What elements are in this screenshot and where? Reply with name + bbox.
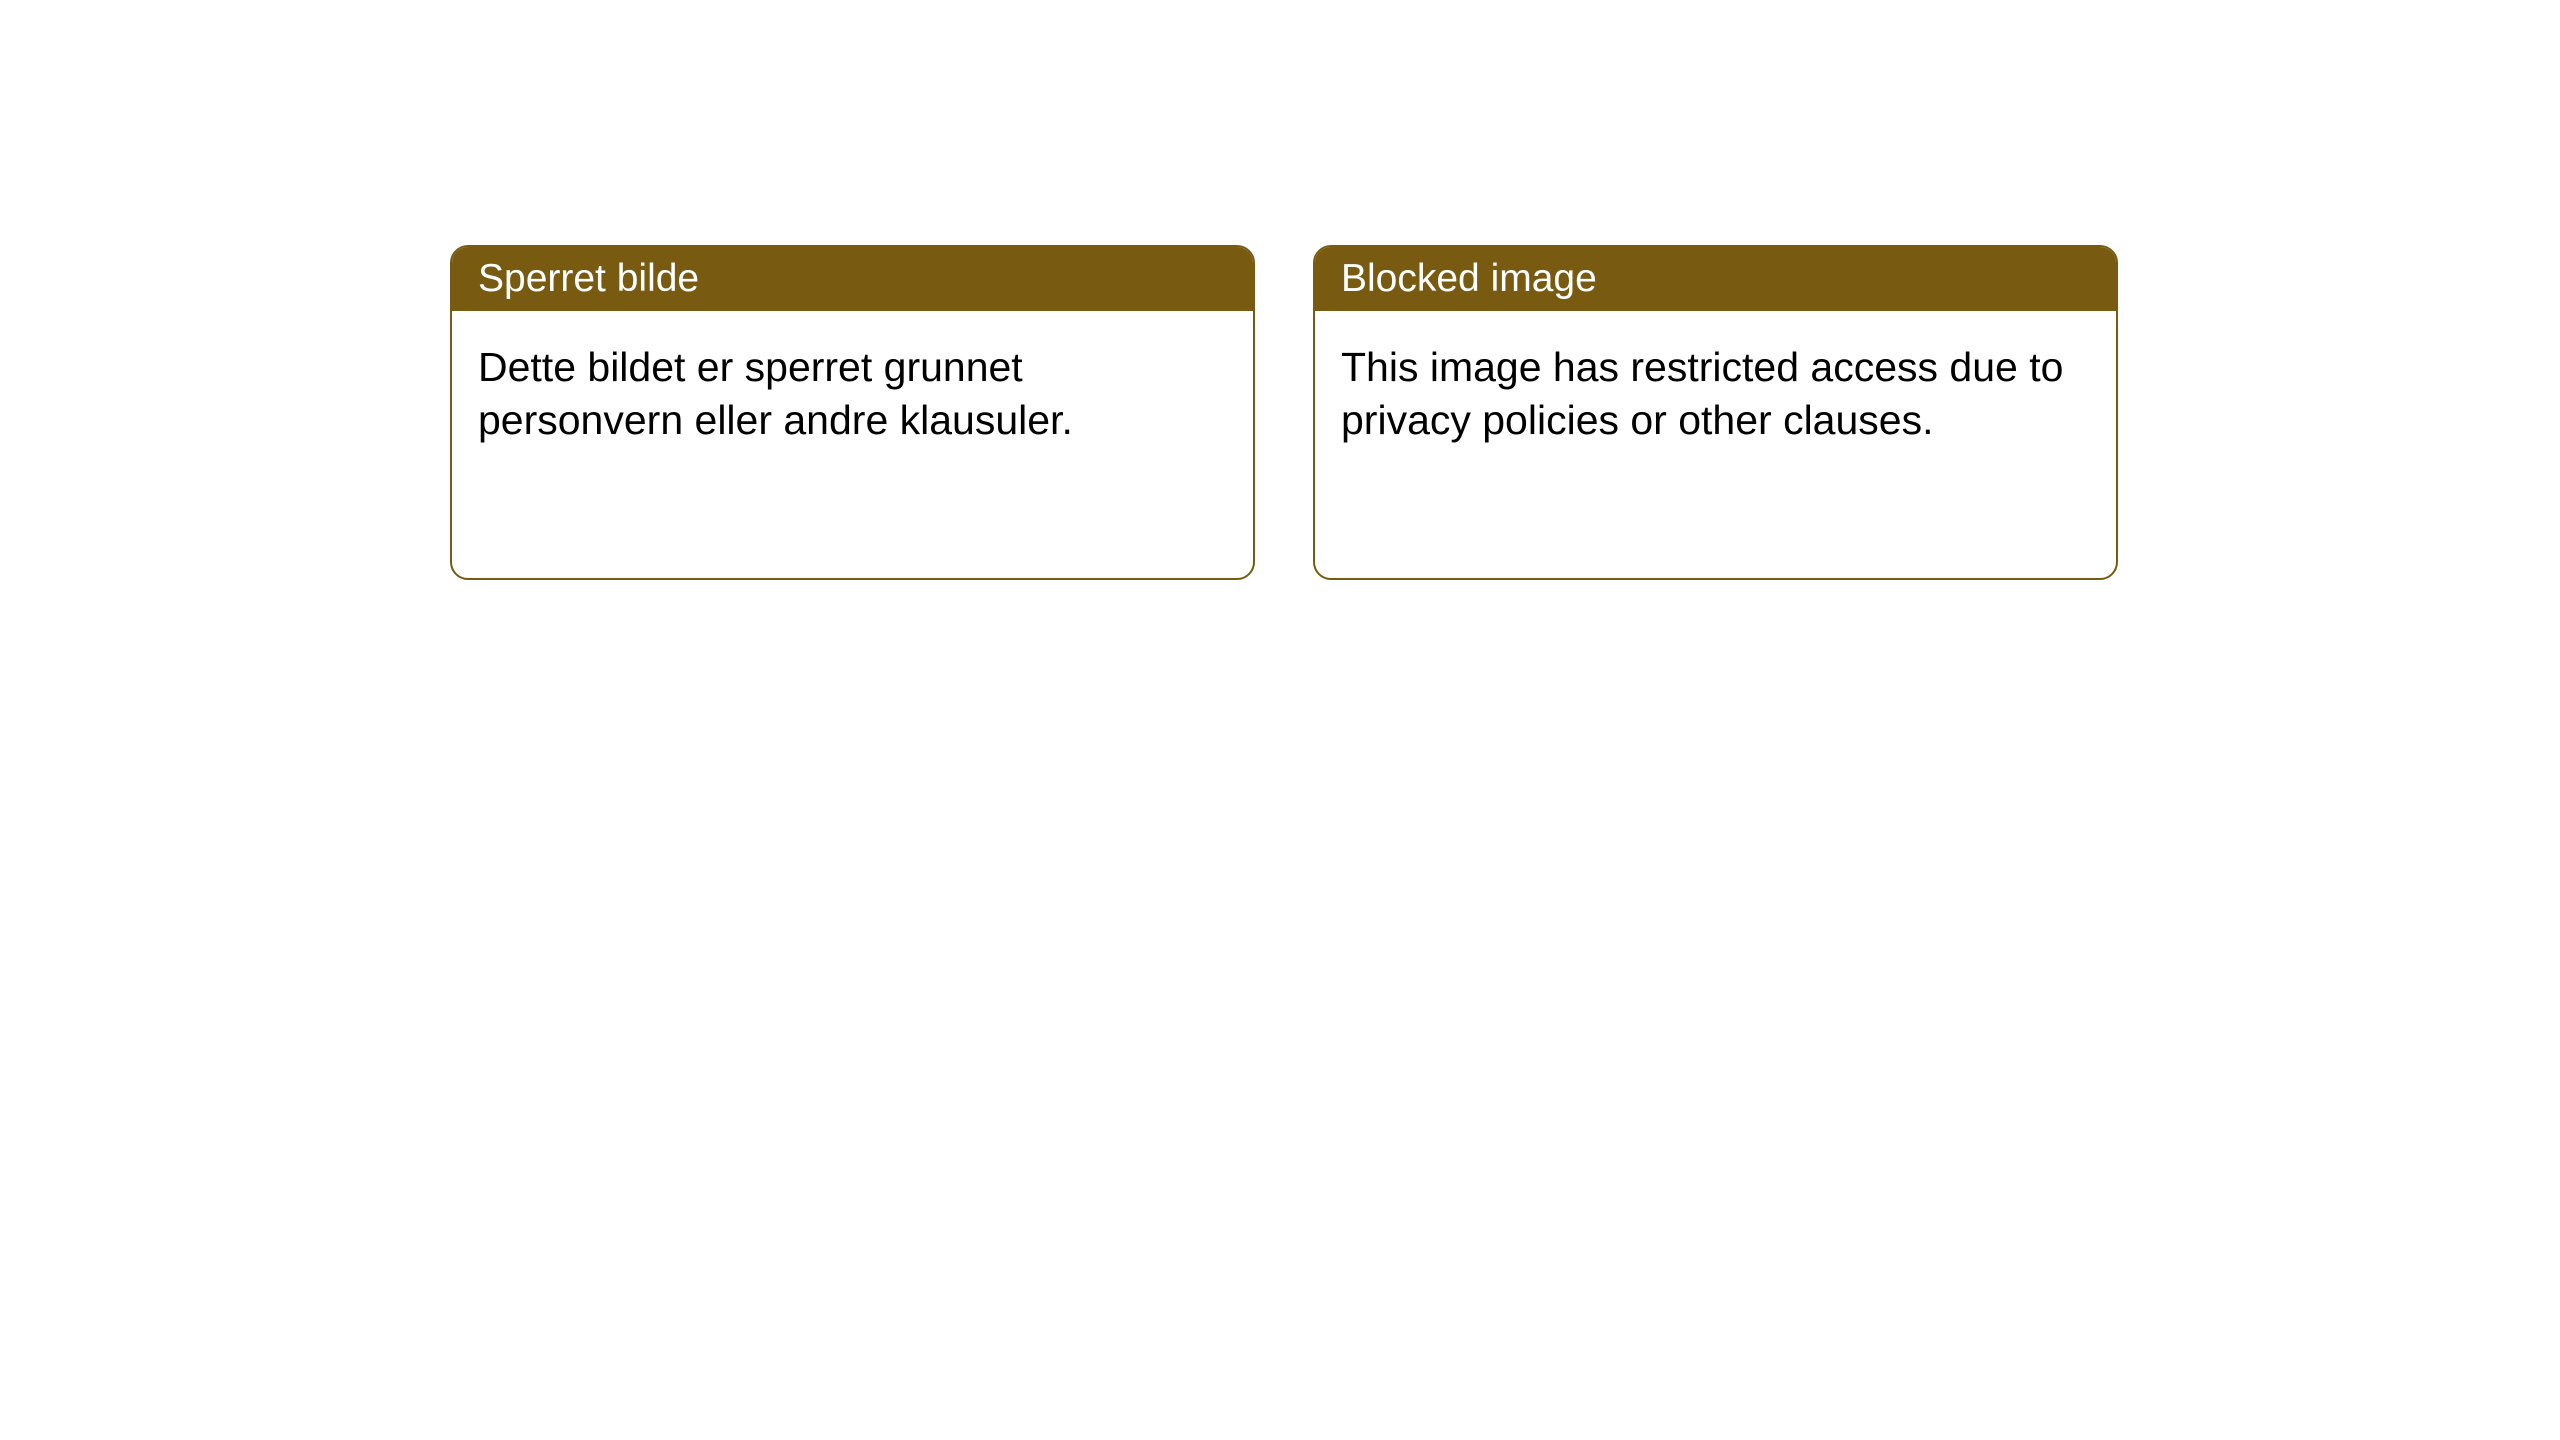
notice-header: Blocked image — [1315, 247, 2116, 311]
notice-body-text: This image has restricted access due to … — [1341, 344, 2063, 443]
notice-box-english: Blocked image This image has restricted … — [1313, 245, 2118, 580]
notice-body-text: Dette bildet er sperret grunnet personve… — [478, 344, 1073, 443]
notice-header: Sperret bilde — [452, 247, 1253, 311]
notice-title: Blocked image — [1341, 257, 1597, 300]
notice-body: Dette bildet er sperret grunnet personve… — [452, 311, 1253, 478]
notice-title: Sperret bilde — [478, 257, 699, 300]
notice-body: This image has restricted access due to … — [1315, 311, 2116, 478]
notice-box-norwegian: Sperret bilde Dette bildet er sperret gr… — [450, 245, 1255, 580]
notice-container: Sperret bilde Dette bildet er sperret gr… — [0, 0, 2560, 580]
